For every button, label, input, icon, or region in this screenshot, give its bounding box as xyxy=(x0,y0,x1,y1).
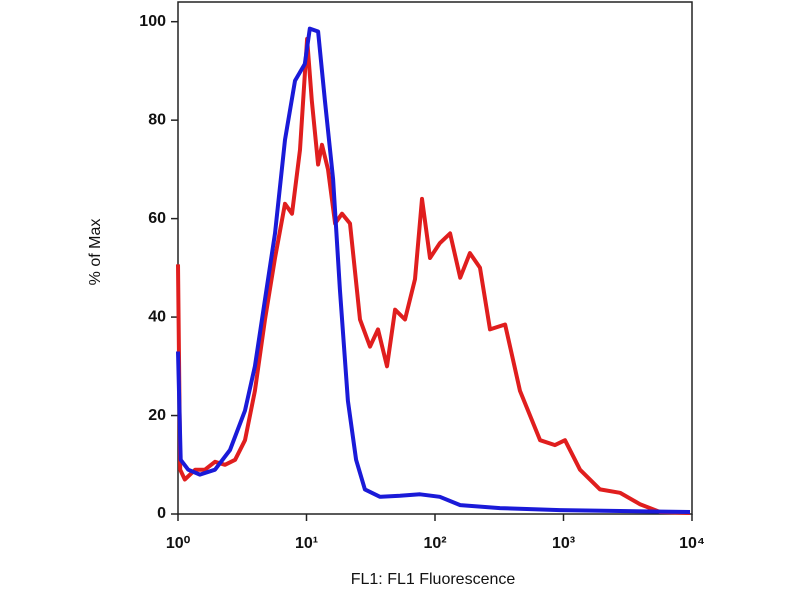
y-tick-label: 100 xyxy=(139,13,166,30)
y-tick-label: 40 xyxy=(148,308,166,325)
y-tick-label: 20 xyxy=(148,407,166,424)
x-axis-label: FL1: FL1 Fluorescence xyxy=(351,571,516,588)
y-tick-label: 0 xyxy=(157,505,166,522)
x-tick-label: 10¹ xyxy=(295,535,318,552)
x-tick-label: 10⁴ xyxy=(679,535,705,552)
histogram-line xyxy=(176,36,691,515)
y-tick-label: 60 xyxy=(148,210,166,227)
histogram-line xyxy=(176,26,691,514)
y-axis-label: % of Max xyxy=(87,219,104,286)
plot-frame xyxy=(177,1,693,515)
x-tick-label: 10³ xyxy=(552,535,575,552)
x-tick-label: 10² xyxy=(423,535,446,552)
x-tick-label: 10⁰ xyxy=(166,535,191,552)
y-tick-label: 80 xyxy=(148,111,166,128)
